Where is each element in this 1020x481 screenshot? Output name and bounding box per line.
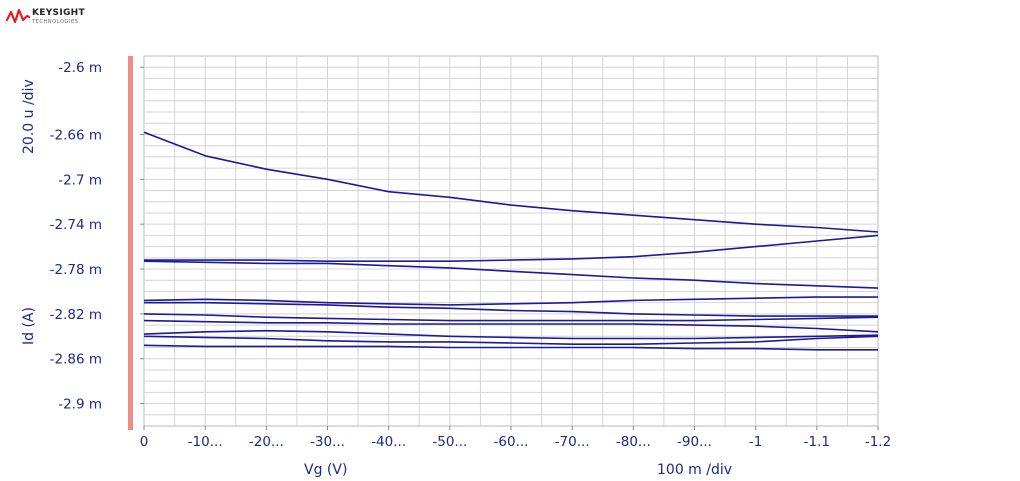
y-tick-label: -2.86 m — [50, 352, 102, 368]
y-tick-label: -2.7 m — [58, 172, 102, 188]
y-tick-label: -2.9 m — [58, 397, 102, 413]
y-tick-label: -2.66 m — [50, 127, 102, 143]
keysight-wave-icon — [6, 8, 30, 24]
x-tick-label: -50... — [432, 434, 467, 450]
y-tick-label: -2.74 m — [50, 217, 102, 233]
series-line-6 — [143, 313, 879, 322]
series-line-10 — [143, 344, 878, 351]
x-tick-label: -40... — [371, 434, 406, 450]
series-line-4 — [143, 296, 878, 306]
series-line-2 — [144, 234, 879, 263]
x-tick-label: -1 — [749, 434, 762, 450]
x-tick-label: -90... — [677, 434, 712, 450]
x-tick-label: -30... — [310, 434, 345, 450]
series-lines — [143, 131, 879, 351]
y-tick-labels: -2.6 m -2.66 m -2.7 m -2.74 m -2.78 m -2.82 m… — [50, 60, 144, 413]
x-tick-label: 0 — [140, 434, 149, 450]
keysight-logo: KEYSIGHT TECHNOLOGIES — [6, 6, 106, 28]
series-line-3 — [143, 260, 879, 289]
x-tick-label: -60... — [494, 434, 529, 450]
y-scale-label: 20.0 u /div — [21, 79, 37, 154]
x-tick-labels: 0 -10... -20... -30... -40... -50... -60... -70… — [140, 426, 891, 450]
y-tick-label: -2.82 m — [50, 307, 102, 323]
x-scale-label: 100 m /div — [657, 462, 732, 478]
brand-name: KEYSIGHT — [32, 8, 85, 18]
x-tick-label: -1.2 — [865, 434, 891, 450]
series-line-7 — [143, 319, 879, 333]
series-line-8 — [143, 329, 879, 340]
x-tick-label: -70... — [555, 434, 590, 450]
x-tick-label: -20... — [249, 434, 284, 450]
x-tick-label: -80... — [616, 434, 651, 450]
y-axis-bar — [128, 56, 133, 430]
x-tick-label: -1.1 — [804, 434, 830, 450]
x-axis-label: Vg (V) — [304, 462, 347, 478]
series-line-5 — [144, 301, 878, 317]
y-tick-label: -2.6 m — [58, 60, 102, 76]
brand-sub: TECHNOLOGIES — [32, 19, 79, 25]
x-tick-label: -10... — [188, 434, 223, 450]
y-tick-label: -2.78 m — [50, 262, 102, 278]
series-line-9 — [143, 335, 879, 346]
series-line-1 — [143, 131, 879, 233]
y-axis-label: Id (A) — [21, 307, 37, 345]
